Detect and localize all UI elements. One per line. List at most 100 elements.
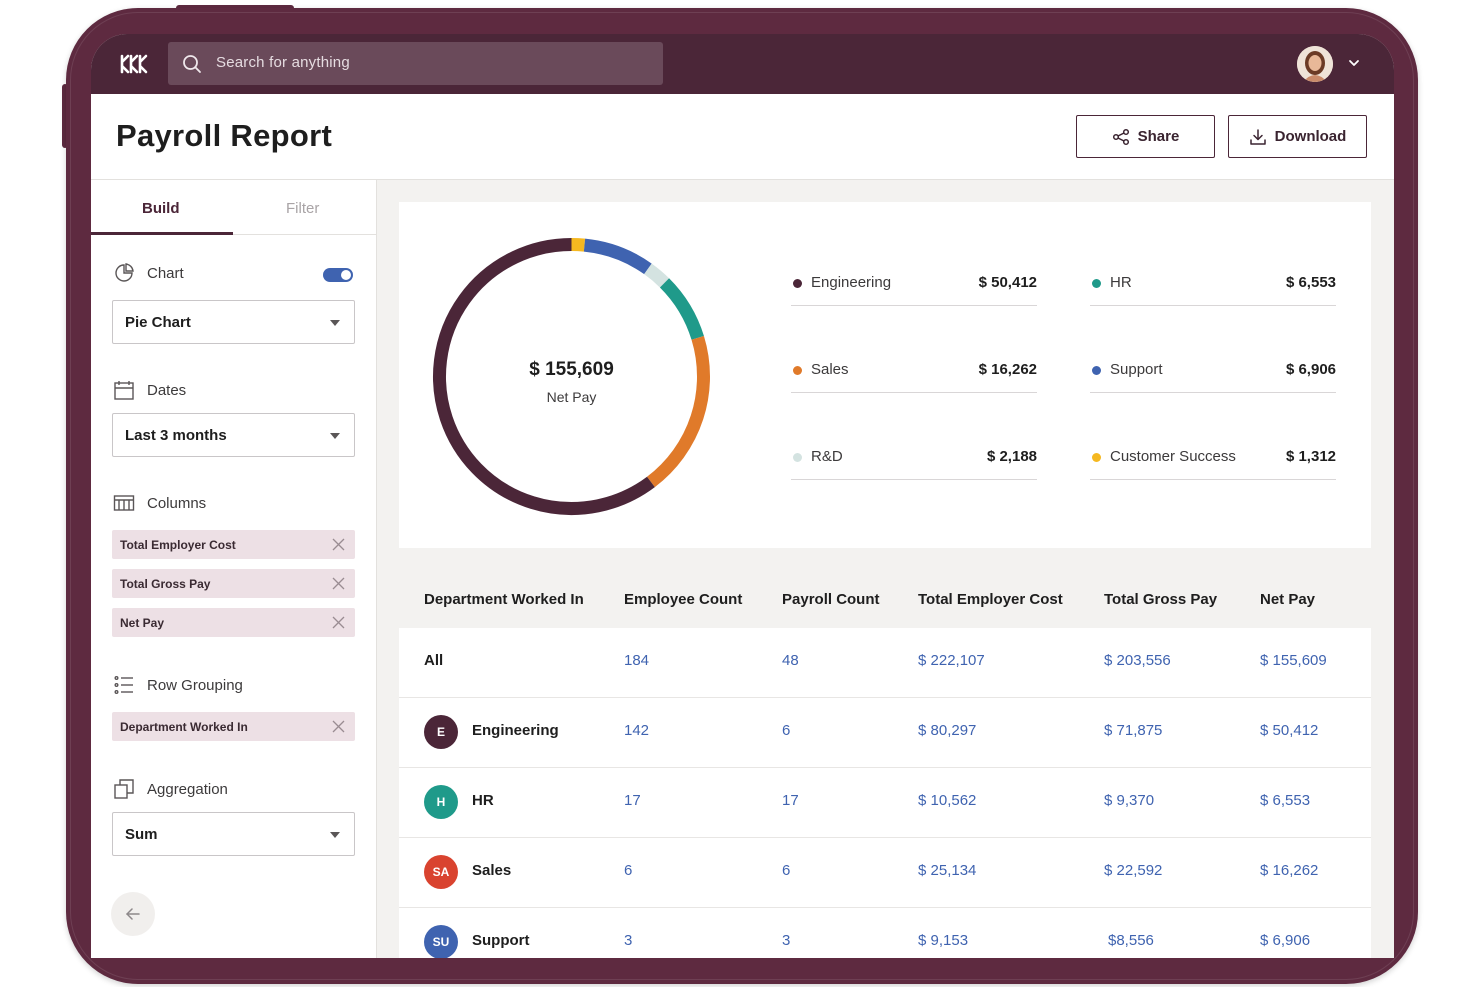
net-pay[interactable]: $ 155,609 xyxy=(1260,652,1327,669)
row-grouping-section-label: Row Grouping xyxy=(113,674,243,696)
aggregation-label: Aggregation xyxy=(147,780,228,798)
employee-count[interactable]: 3 xyxy=(624,932,633,949)
aggregation-select[interactable]: Sum xyxy=(112,812,355,856)
user-avatar[interactable] xyxy=(1297,46,1333,82)
payroll-count[interactable]: 6 xyxy=(782,862,791,879)
chart-toggle[interactable] xyxy=(323,268,353,282)
column-header[interactable]: Payroll Count xyxy=(782,591,880,608)
employer-cost[interactable]: $ 80,297 xyxy=(918,722,977,739)
legend-name: Engineering xyxy=(811,274,892,291)
chart-section-label: Chart xyxy=(113,262,184,284)
legend-name: Customer Success xyxy=(1110,448,1236,465)
legend-item: HR $ 6,553 xyxy=(1090,268,1336,306)
employer-cost[interactable]: $ 10,562 xyxy=(918,792,977,809)
columns-label: Columns xyxy=(147,494,207,512)
remove-icon[interactable] xyxy=(332,577,345,590)
department-avatar: SU xyxy=(424,925,458,958)
column-header[interactable]: Employee Count xyxy=(624,591,743,608)
column-chip[interactable]: Total Gross Pay xyxy=(112,569,355,598)
gross-pay[interactable]: $ 71,875 xyxy=(1104,722,1163,739)
grouping-chip-label: Department Worked In xyxy=(120,720,248,734)
net-pay[interactable]: $ 6,553 xyxy=(1260,792,1311,809)
column-header[interactable]: Net Pay xyxy=(1260,591,1316,608)
date-range-select[interactable]: Last 3 months xyxy=(112,413,355,457)
legend-name: Sales xyxy=(811,361,849,378)
table-header: Department Worked In Employee Count Payr… xyxy=(399,570,1371,628)
payroll-count[interactable]: 48 xyxy=(782,652,799,669)
column-chip[interactable]: Total Employer Cost xyxy=(112,530,355,559)
table-row[interactable]: SA Sales 6 6 $ 25,134 $ 22,592 $ 16,262 xyxy=(399,838,1371,908)
donut-segment-hr[interactable] xyxy=(659,278,704,340)
download-button[interactable]: Download xyxy=(1228,115,1367,158)
column-header[interactable]: Total Employer Cost xyxy=(918,591,1063,608)
donut-segment-sales[interactable] xyxy=(646,336,710,488)
date-range-value: Last 3 months xyxy=(125,427,227,444)
chart-type-select[interactable]: Pie Chart xyxy=(112,300,355,344)
columns-icon xyxy=(113,495,135,511)
aggregation-value: Sum xyxy=(125,826,158,843)
employee-count[interactable]: 142 xyxy=(624,722,650,739)
donut-segment-customer-success[interactable] xyxy=(571,238,586,252)
column-header[interactable]: Department Worked In xyxy=(424,591,584,608)
column-header[interactable]: Total Gross Pay xyxy=(1104,591,1218,608)
employer-cost[interactable]: $ 222,107 xyxy=(918,652,985,669)
legend-dot xyxy=(1092,366,1101,375)
employee-count[interactable]: 184 xyxy=(624,652,650,669)
column-chip[interactable]: Net Pay xyxy=(112,608,355,637)
department-avatar: E xyxy=(424,715,458,749)
brand-logo-icon[interactable] xyxy=(119,52,149,76)
arrow-left-icon xyxy=(126,908,140,920)
payroll-count[interactable]: 6 xyxy=(782,722,791,739)
column-chip-label: Net Pay xyxy=(120,616,165,630)
employer-cost[interactable]: $ 9,153 xyxy=(918,932,969,949)
download-icon xyxy=(1249,128,1266,145)
legend-item: Engineering $ 50,412 xyxy=(791,268,1037,306)
department-avatar: SA xyxy=(424,855,458,889)
net-pay[interactable]: $ 6,906 xyxy=(1260,932,1311,949)
share-button[interactable]: Share xyxy=(1076,115,1215,158)
donut-total-label: Net Pay xyxy=(546,389,597,405)
table-row[interactable]: E Engineering 142 6 $ 80,297 $ 71,875 $ … xyxy=(399,698,1371,768)
remove-icon[interactable] xyxy=(332,538,345,551)
table-row[interactable]: SU Support 3 3 $ 9,153 $8,556 $ 6,906 xyxy=(399,908,1371,958)
active-tab-indicator xyxy=(91,232,233,235)
employee-count[interactable]: 17 xyxy=(624,792,641,809)
grouping-chip[interactable]: Department Worked In xyxy=(112,712,355,741)
top-navigation-bar: Search for anything xyxy=(91,34,1394,94)
payroll-table: Department Worked In Employee Count Payr… xyxy=(399,570,1371,958)
gross-pay[interactable]: $8,556 xyxy=(1108,932,1154,949)
remove-icon[interactable] xyxy=(332,616,345,629)
legend-dot xyxy=(1092,453,1101,462)
donut-segment-support[interactable] xyxy=(583,238,652,275)
gross-pay[interactable]: $ 22,592 xyxy=(1104,862,1163,879)
chevron-down-icon[interactable] xyxy=(1347,56,1361,70)
employer-cost[interactable]: $ 25,134 xyxy=(918,862,977,879)
legend-value: $ 50,412 xyxy=(978,274,1037,291)
legend-value: $ 2,188 xyxy=(986,448,1037,465)
caret-down-icon xyxy=(330,320,340,326)
caret-down-icon xyxy=(330,433,340,439)
payroll-count[interactable]: 3 xyxy=(782,932,791,949)
table-row[interactable]: H HR 17 17 $ 10,562 $ 9,370 $ 6,553 xyxy=(399,768,1371,838)
table-row[interactable]: All 184 48 $ 222,107 $ 203,556 $ 155,609 xyxy=(399,628,1371,698)
department-name: All xyxy=(424,652,444,669)
back-button[interactable] xyxy=(111,892,155,936)
tab-filter[interactable]: Filter xyxy=(286,200,320,217)
employee-count[interactable]: 6 xyxy=(624,862,633,879)
net-pay[interactable]: $ 50,412 xyxy=(1260,722,1319,739)
donut-segment-r-d[interactable] xyxy=(644,263,670,288)
chart-icon xyxy=(115,263,134,282)
search-bar[interactable]: Search for anything xyxy=(168,42,663,85)
legend-dot xyxy=(793,453,802,462)
net-pay[interactable]: $ 16,262 xyxy=(1260,862,1319,879)
remove-icon[interactable] xyxy=(332,720,345,733)
legend-item: Sales $ 16,262 xyxy=(791,355,1037,393)
tab-build[interactable]: Build xyxy=(142,200,180,217)
payroll-count[interactable]: 17 xyxy=(782,792,799,809)
row-grouping-label: Row Grouping xyxy=(147,676,243,694)
gross-pay[interactable]: $ 9,370 xyxy=(1104,792,1155,809)
search-input[interactable]: Search for anything xyxy=(216,54,350,71)
donut-segment-engineering[interactable] xyxy=(433,238,655,515)
copy-icon xyxy=(114,779,134,799)
gross-pay[interactable]: $ 203,556 xyxy=(1104,652,1171,669)
